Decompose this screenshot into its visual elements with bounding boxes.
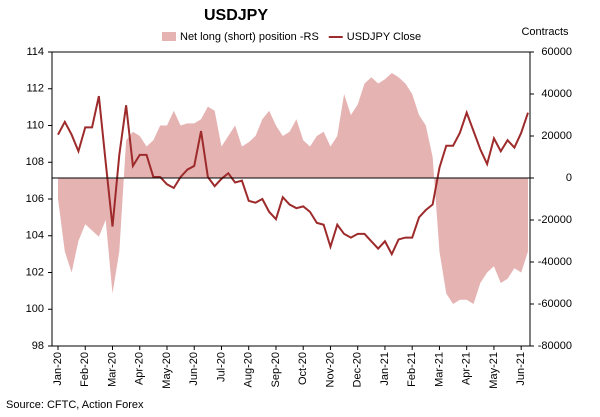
y-tick-label: 108 — [26, 156, 44, 168]
line — [57, 95, 529, 257]
x-tick-label: Sep-20 — [270, 352, 282, 387]
y2-tick-label: -80000 — [538, 340, 572, 352]
x-tick-label: Nov-20 — [324, 352, 336, 387]
x-tick-label: Jan-20 — [52, 352, 64, 386]
x-tick-label: Jan-21 — [379, 352, 391, 386]
x-tick-label: Jul-20 — [215, 352, 227, 382]
y-tick-label: 114 — [26, 46, 44, 58]
y-tick-label: 106 — [26, 193, 44, 205]
x-tick-label: Feb-20 — [79, 352, 91, 387]
x-tick-label: Aug-20 — [243, 352, 255, 387]
y-tick-label: 110 — [26, 119, 44, 131]
y-tick-label: 112 — [26, 83, 44, 95]
x-tick-label: Dec-20 — [352, 352, 364, 387]
x-tick-label: Mar-21 — [433, 352, 445, 387]
y2-tick-label: 20000 — [541, 130, 572, 142]
legend-label: USDJPY Close — [347, 31, 421, 43]
y-tick-label: 104 — [26, 230, 44, 242]
legend-swatch — [162, 32, 176, 41]
x-tick-label: Oct-20 — [297, 352, 309, 385]
y-tick-label: 102 — [26, 266, 44, 278]
source: Source: CFTC, Action Forex — [6, 399, 144, 411]
x-tick-label: Apr-21 — [461, 352, 473, 385]
chart-title: USDJPY — [204, 7, 268, 24]
y-tick-label: 98 — [32, 340, 44, 352]
x-tick-label: Jun-21 — [515, 352, 527, 386]
x-tick-label: Mar-20 — [106, 352, 118, 387]
y2-tick-label: -40000 — [538, 256, 572, 268]
x-tick-label: Feb-21 — [406, 352, 418, 387]
y-tick-label: 100 — [26, 303, 44, 315]
y2-tick-label: 0 — [566, 172, 572, 184]
y2-axis-label: Contracts — [521, 26, 569, 38]
area — [58, 73, 528, 304]
x-tick-label: Jun-20 — [188, 352, 200, 386]
x-tick-label: May-20 — [161, 352, 173, 389]
y2-tick-label: -60000 — [538, 298, 572, 310]
x-tick-label: May-21 — [488, 352, 500, 389]
y2-tick-label: 40000 — [541, 88, 572, 100]
legend-label: Net long (short) position -RS — [180, 31, 319, 43]
y2-tick-label: 60000 — [541, 46, 572, 58]
y2-tick-label: -20000 — [538, 214, 572, 226]
x-tick-label: Apr-20 — [134, 352, 146, 385]
